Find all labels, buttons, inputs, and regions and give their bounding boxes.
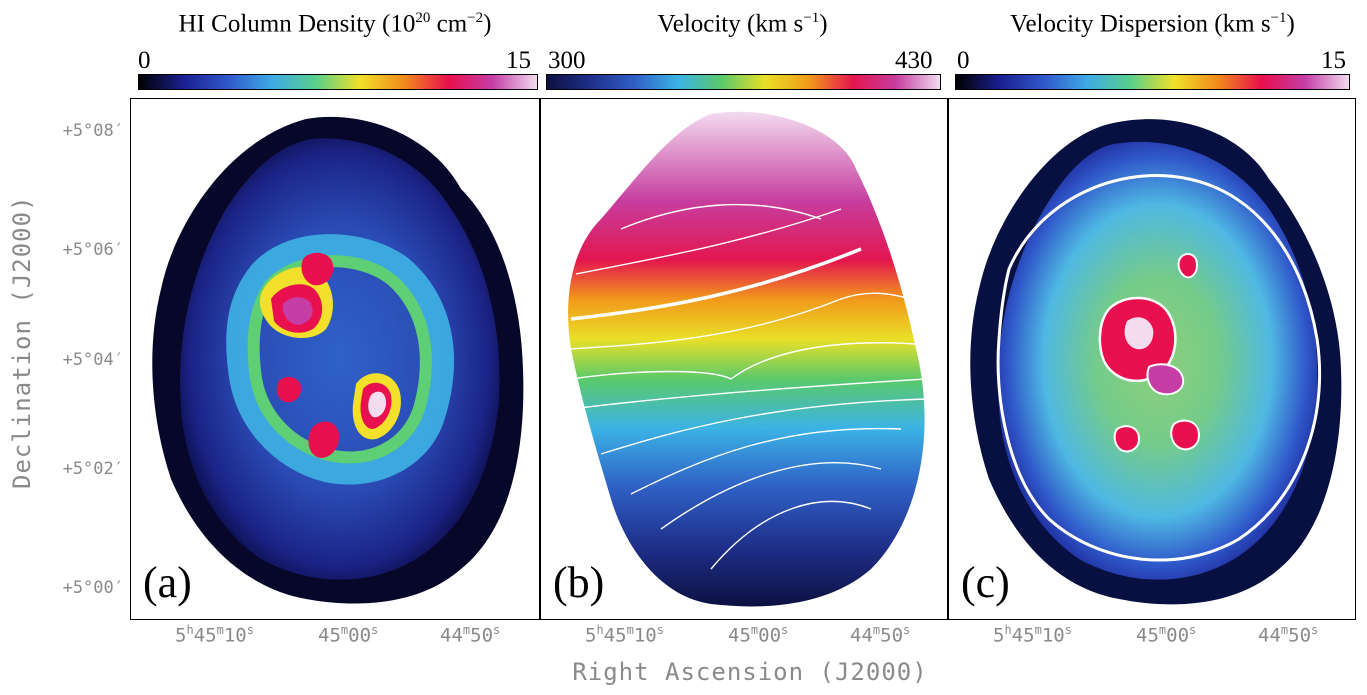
galaxy-disk xyxy=(180,138,500,580)
colorbar-column-density xyxy=(138,74,538,90)
hi-clump-south xyxy=(308,421,339,458)
hi-clump-north xyxy=(301,252,334,286)
ra-tick-label: 45m00s xyxy=(318,623,379,647)
colorbar-velocity xyxy=(546,74,941,90)
hi-ring-cyan xyxy=(226,234,454,485)
dispersion-peak-north xyxy=(1177,252,1199,279)
ra-tick-label: 5h45m10s xyxy=(175,623,254,647)
hi-clump-east-peak xyxy=(368,391,387,418)
dec-tick-label: +5°08′ xyxy=(62,121,124,141)
x-axis-label: Right Ascension (J2000) xyxy=(572,658,928,686)
colorbar-max-label: 430 xyxy=(895,47,933,74)
y-axis-label: Declination (J2000) xyxy=(8,195,36,489)
ra-tick-label: 45m00s xyxy=(728,623,789,647)
dec-tick-label: +5°06′ xyxy=(62,240,124,260)
dispersion-peak-southeast-2 xyxy=(1170,419,1201,451)
velocity-field xyxy=(568,111,925,607)
hi-ring-green xyxy=(247,255,432,464)
velocity-field-map xyxy=(568,111,927,607)
colorbar-max-label: 15 xyxy=(1321,47,1346,74)
ra-tick-label: 5h45m10s xyxy=(993,623,1072,647)
ra-tick-label: 44m50s xyxy=(1258,623,1319,647)
colorbar-velocity-dispersion xyxy=(955,74,1350,90)
velocity-dispersion-map-panel: (c) xyxy=(948,98,1356,620)
dispersion-peak-south xyxy=(1113,425,1141,453)
dispersion-contour-outer xyxy=(996,174,1322,562)
dec-tick-label: +5°00′ xyxy=(62,578,124,598)
colorbar-min-label: 0 xyxy=(138,47,151,74)
ra-tick-label: 5h45m10s xyxy=(585,623,664,647)
hi-clump-northwest-peak xyxy=(282,297,313,325)
colorbar-title-velocity-dispersion: Velocity Dispersion (km s−1) xyxy=(1010,10,1295,38)
colorbar-min-label: 0 xyxy=(957,47,970,74)
column-density-map xyxy=(152,116,524,604)
dispersion-peak-center xyxy=(1124,317,1154,350)
velocity-map-panel: (b) xyxy=(540,98,948,620)
ra-tick-label: 45m00s xyxy=(1136,623,1197,647)
dec-tick-label: +5°02′ xyxy=(62,459,124,479)
panel-label: (a) xyxy=(143,558,192,607)
colorbar-min-label: 300 xyxy=(548,47,586,74)
column-density-map-panel: (a) xyxy=(130,98,540,620)
dispersion-peak-southeast xyxy=(1146,363,1185,396)
velocity-dispersion-map xyxy=(970,119,1342,605)
panel-label: (c) xyxy=(961,558,1010,607)
ra-tick-label: 44m50s xyxy=(440,623,501,647)
colorbar-title-velocity: Velocity (km s−1) xyxy=(657,10,828,38)
dec-tick-label: +5°04′ xyxy=(62,350,124,370)
hi-clump-west xyxy=(276,376,301,403)
colorbar-max-label: 15 xyxy=(506,47,531,74)
velocity-contours xyxy=(568,203,927,570)
ra-tick-label: 44m50s xyxy=(850,623,911,647)
panel-label: (b) xyxy=(553,558,605,607)
colorbar-title-column-density: HI Column Density (1020 cm−2) xyxy=(178,10,492,38)
